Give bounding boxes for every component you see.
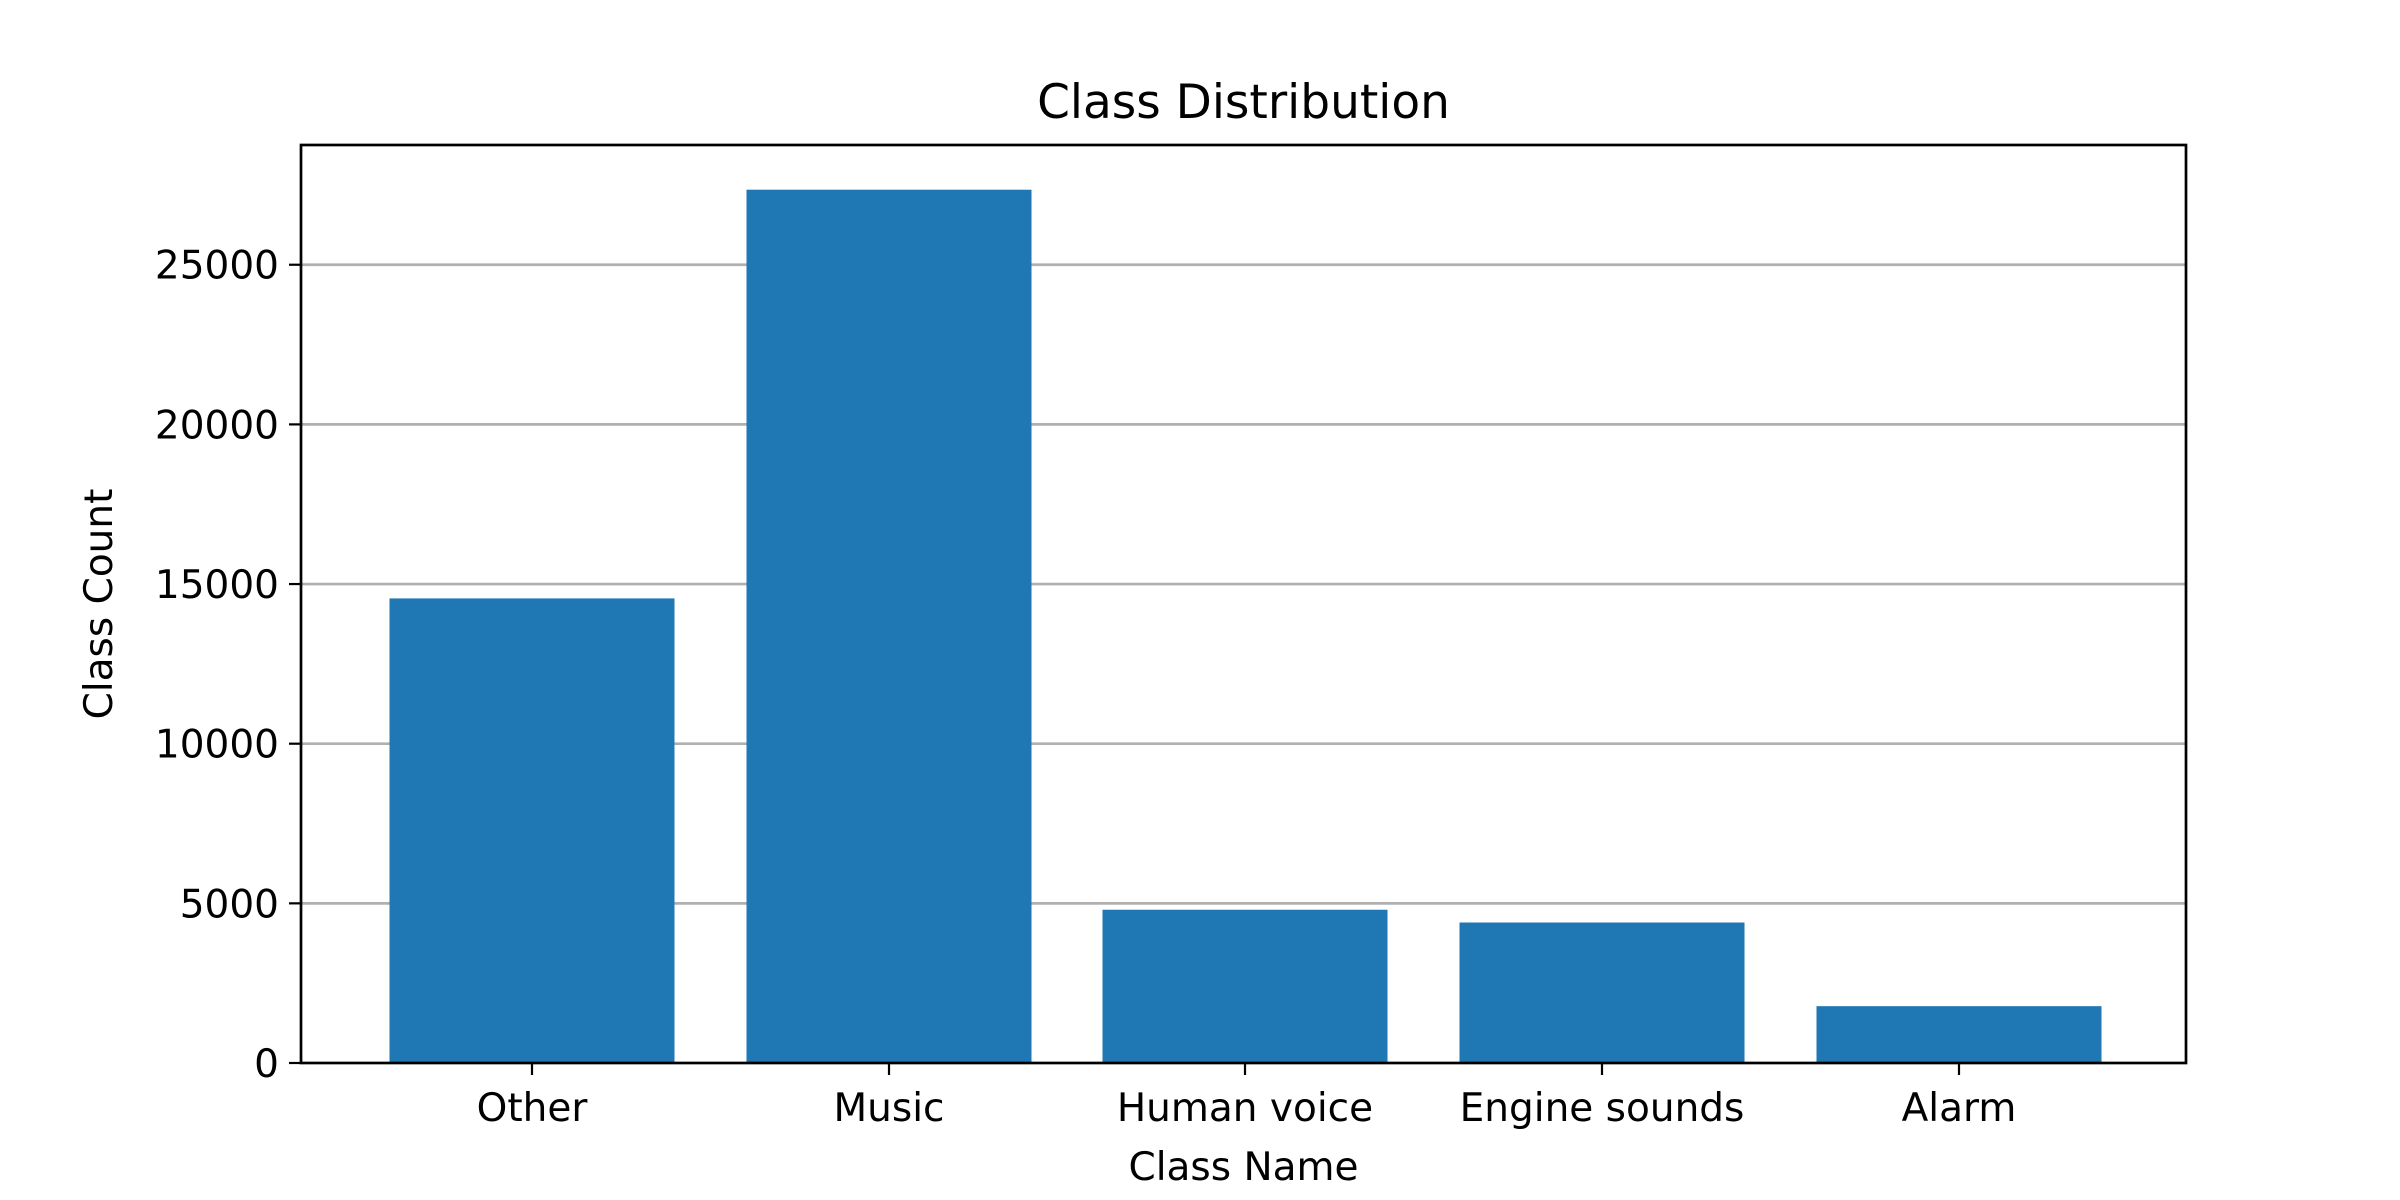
chart-title: Class Distribution [1037,75,1450,130]
x-axis-ticks: Other Music Human voice Engine sounds Alarm [477,1063,2017,1131]
x-tick-label: Engine sounds [1460,1086,1745,1131]
x-tick-label: Other [477,1086,589,1131]
x-tick-label: Music [834,1086,945,1131]
bar-music [746,189,1032,1063]
y-axis-label: Class Count [77,489,122,720]
y-tick-label: 15000 [155,563,279,608]
y-tick-label: 25000 [155,244,279,289]
plot-frame [299,143,2188,1065]
x-tick-label: Alarm [1902,1086,2017,1131]
y-tick-label: 10000 [155,723,279,768]
y-tick-label: 5000 [180,882,279,927]
bar-engine-sounds [1459,922,1745,1063]
y-tick-label: 20000 [155,403,279,448]
y-axis-ticks: 0 5000 10000 15000 20000 25000 [155,244,301,1087]
x-axis-label: Class Name [1128,1145,1358,1190]
bars [389,189,2102,1063]
bar-human-voice [1102,909,1388,1063]
bar-other [389,598,675,1063]
y-tick-label: 0 [254,1042,279,1087]
x-tick-label: Human voice [1117,1086,1373,1131]
bar-alarm [1816,1006,2102,1063]
